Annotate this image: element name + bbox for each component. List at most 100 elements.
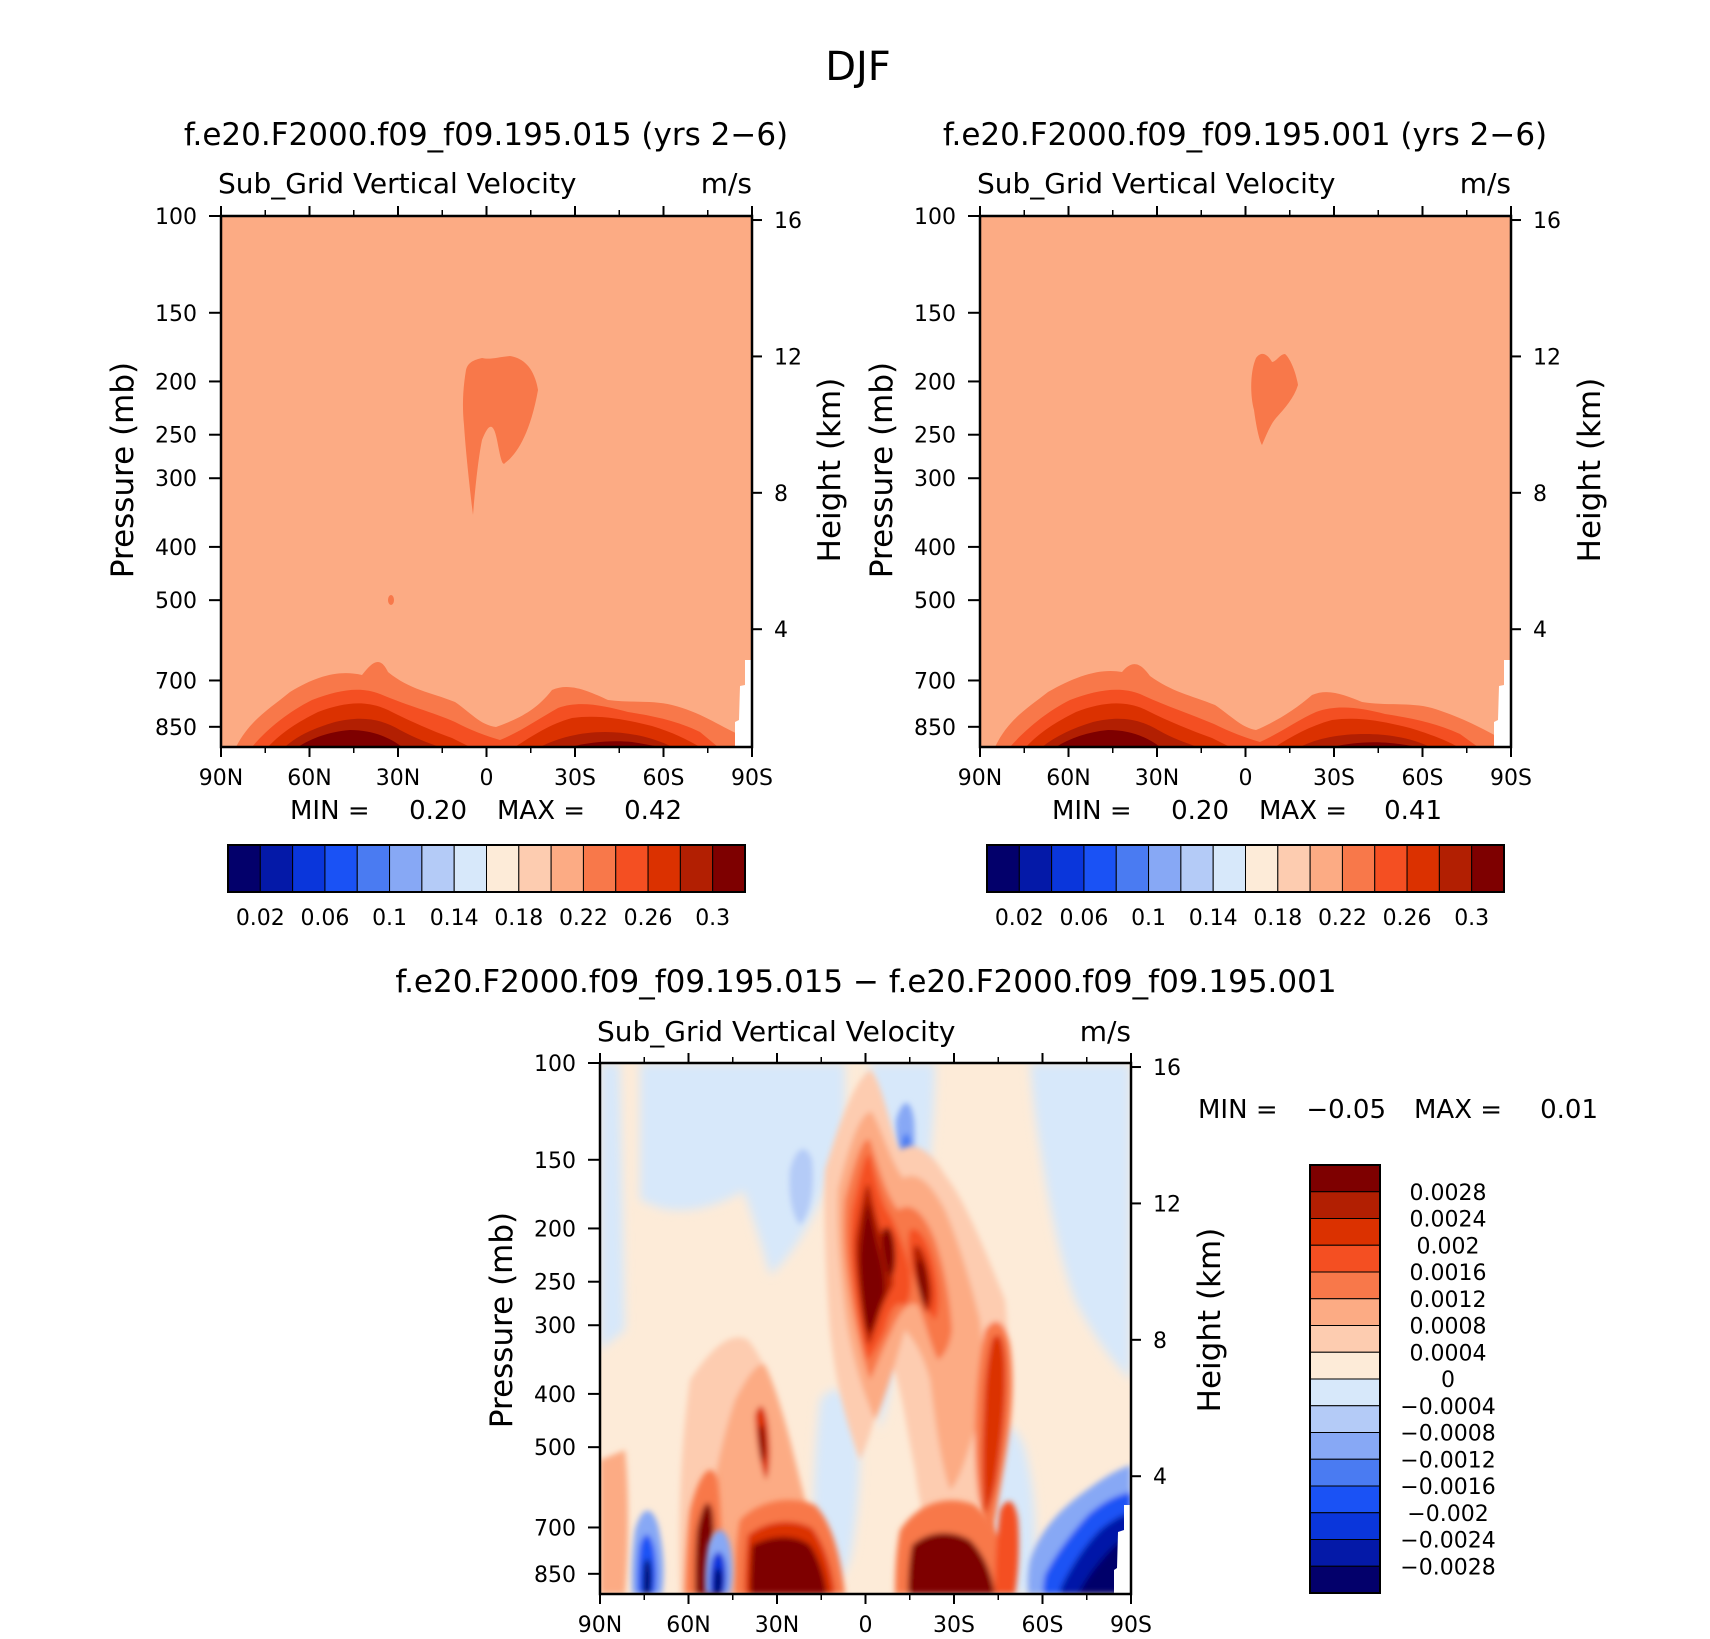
panel-diff-xtick-label: 90S — [1110, 1613, 1152, 1638]
panel-1-colorbar-box — [292, 844, 326, 893]
panel-1-upper-maximum — [462, 356, 538, 515]
panel-diff-ytick-label: 500 — [534, 1436, 576, 1461]
panel-diff-xtick-label: 60N — [666, 1613, 710, 1638]
panel-2-colorbar-box — [1438, 844, 1473, 893]
panel-2-background-field — [980, 216, 1511, 747]
panel-diff-min-value: −0.05 — [1306, 1095, 1386, 1125]
panel-diff-colorbar-label: 0.0016 — [1410, 1261, 1487, 1286]
panel-1-units: m/s — [701, 167, 752, 200]
panel-2-colorbar-label: 0.26 — [1383, 906, 1432, 931]
panel-2-colorbar-box — [1083, 844, 1117, 893]
panel-diff-ytick-right-label: 12 — [1153, 1192, 1181, 1217]
panel-2-min-label: MIN = — [1052, 796, 1132, 826]
panel-1-ytick-label: 200 — [155, 370, 197, 395]
panel-1-colorbar-label: 0.22 — [559, 906, 608, 931]
panel-2-ytick-right-label: 12 — [1533, 345, 1561, 370]
panel-diff-variable: Sub_Grid Vertical Velocity — [597, 1015, 956, 1048]
panel-1-ytick-label: 150 — [155, 302, 197, 327]
panel-1-xtick-label: 60S — [643, 766, 685, 791]
panel-diff-xtick-label: 30S — [933, 1613, 975, 1638]
panel-diff-colorbar-box — [1309, 1405, 1381, 1433]
panel-diff-colorbar-label: −0.0012 — [1400, 1448, 1495, 1473]
panel-1-colorbar-label: 0.18 — [494, 906, 543, 931]
panel-diff-colorbar-box — [1309, 1298, 1381, 1326]
panel-diff-xtick-label: 0 — [859, 1613, 873, 1638]
panel-2-colorbar-box — [1212, 844, 1246, 893]
panel-1-colorbar: 0.02 0.06 0.1 0.14 0.18 0.22 0.26 0.3 — [227, 844, 746, 931]
panel-diff-colorbar-label: −0.0004 — [1400, 1395, 1495, 1420]
figure-title: DJF — [825, 44, 891, 90]
panel-1-colorbar-label: 0.3 — [695, 906, 730, 931]
panel-diff-ytick-label: 700 — [534, 1516, 576, 1541]
panel-2-min-value: 0.20 — [1171, 796, 1229, 826]
panel-2-ytick-right-label: 8 — [1533, 482, 1547, 507]
panel-diff-case-title: f.e20.F2000.f09_f09.195.015 − f.e20.F200… — [395, 964, 1336, 1000]
panel-2-colorbar-label: 0.1 — [1131, 906, 1166, 931]
panel-diff-colorbar-label: 0.0004 — [1410, 1341, 1487, 1366]
panel-1-colorbar-box — [227, 844, 261, 893]
panel-1-ytick-label: 300 — [155, 467, 197, 492]
panel-diff-colorbar-box — [1309, 1351, 1381, 1380]
panel-2-plot — [980, 216, 1511, 747]
panel-diff-plot — [600, 1063, 1131, 1594]
panel-2-missing-data — [1494, 660, 1511, 747]
panel-2-ylabel-right: Height (km) — [1572, 378, 1608, 563]
panel-2-colorbar-box — [1309, 844, 1343, 893]
panel-diff-colorbar-box — [1309, 1458, 1381, 1487]
panel-2-ytick-label: 700 — [914, 669, 956, 694]
panel-2-colorbar-box — [1374, 844, 1408, 893]
panel-2-variable: Sub_Grid Vertical Velocity — [977, 167, 1336, 200]
panel-1-colorbar-box — [356, 844, 391, 893]
panel-1-background-field — [221, 216, 752, 747]
panel-1-colorbar-box — [259, 844, 294, 893]
panel-1-xtick-label: 90S — [731, 766, 773, 791]
panel-diff-ytick-label: 150 — [534, 1149, 576, 1174]
panel-1-colorbar-box — [647, 844, 681, 893]
panel-diff-colorbar-box — [1309, 1325, 1381, 1353]
panel-1-ytick-right-label: 8 — [774, 482, 788, 507]
panel-2-ytick-label: 850 — [914, 716, 956, 741]
panel-diff-colorbar-frame — [1309, 1164, 1381, 1594]
panel-1-min-label: MIN = — [290, 796, 370, 826]
panel-1-xtick-label: 60N — [287, 766, 331, 791]
panel-2: f.e20.F2000.f09_f09.195.001 (yrs 2−6) Su… — [864, 117, 1608, 931]
panel-1-plot — [221, 216, 752, 747]
panel-2-colorbar-box — [1245, 844, 1279, 893]
panel-1-max-label: MAX = — [497, 796, 585, 826]
panel-1: f.e20.F2000.f09_f09.195.015 (yrs 2−6) Su… — [105, 117, 848, 931]
panel-diff-ytick-label: 250 — [534, 1271, 576, 1296]
panel-diff-colorbar-box — [1309, 1512, 1381, 1540]
panel-1-axes: 90N 60N 30N 0 30S 60S 90S 100 150 200 250 300 400 500… — [155, 205, 802, 791]
panel-diff-colorbar-box — [1309, 1271, 1381, 1300]
panel-1-max-value: 0.42 — [624, 796, 682, 826]
panel-diff-colorbar-label: −0.0024 — [1400, 1529, 1495, 1554]
panel-2-xtick-label: 60N — [1046, 766, 1090, 791]
panel-1-colorbar-frame — [227, 844, 746, 893]
panel-diff-colorbar-box — [1309, 1191, 1381, 1219]
panel-2-ylabel: Pressure (mb) — [864, 362, 900, 578]
panel-diff-max-value: 0.01 — [1540, 1095, 1598, 1125]
panel-diff-colorbar-label: −0.0008 — [1400, 1422, 1495, 1447]
panel-2-colorbar-box — [1018, 844, 1053, 893]
panel-diff-colorbar-box — [1309, 1565, 1381, 1594]
panel-diff-colorbar-label: 0.0028 — [1410, 1181, 1487, 1206]
panel-diff-ylabel: Pressure (mb) — [484, 1212, 520, 1428]
panel-diff-colorbar-box — [1309, 1218, 1381, 1246]
panel-1-variable: Sub_Grid Vertical Velocity — [218, 167, 577, 200]
panel-diff-colorbar-box — [1309, 1378, 1381, 1407]
panel-2-ytick-right-label: 4 — [1533, 618, 1547, 643]
panel-diff-max-label: MAX = — [1414, 1095, 1502, 1125]
panel-2-units: m/s — [1460, 167, 1511, 200]
panel-1-colorbar-box — [389, 844, 423, 893]
panel-1-colorbar-box — [679, 844, 714, 893]
panel-2-colorbar-label: 0.3 — [1454, 906, 1489, 931]
panel-diff-ytick-right-label: 4 — [1153, 1465, 1167, 1490]
panel-2-colorbar: 0.02 0.06 0.1 0.14 0.18 0.22 0.26 0.3 — [986, 844, 1505, 931]
panel-2-colorbar-box — [1148, 844, 1182, 893]
panel-2-max-value: 0.41 — [1384, 796, 1442, 826]
panel-2-colorbar-label: 0.06 — [1059, 906, 1108, 931]
panel-diff-ylabel-right: Height (km) — [1192, 1228, 1228, 1413]
panel-2-xtick-label: 30S — [1313, 766, 1355, 791]
panel-diff-ytick-label: 200 — [534, 1217, 576, 1242]
panel-2-xtick-label: 90N — [958, 766, 1002, 791]
